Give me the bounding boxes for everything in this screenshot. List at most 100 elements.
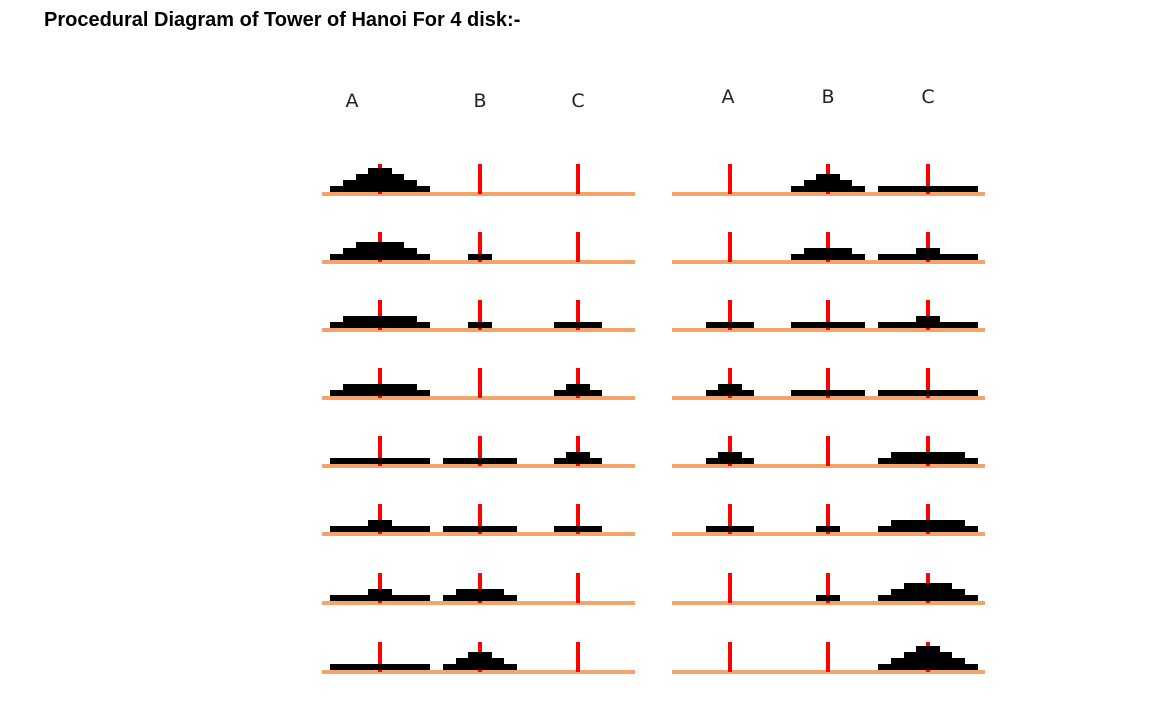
peg-tip-b bbox=[478, 300, 482, 322]
disk-3 bbox=[343, 384, 417, 390]
peg-tip-a bbox=[728, 504, 732, 526]
peg-tip-c bbox=[926, 300, 930, 316]
peg-a bbox=[728, 232, 732, 262]
peg-tip-b bbox=[826, 164, 830, 174]
peg-tip-a bbox=[728, 436, 732, 452]
disk-3 bbox=[343, 180, 417, 186]
disk-1 bbox=[368, 589, 392, 595]
disk-2 bbox=[804, 248, 852, 254]
peg-tip-c bbox=[576, 436, 580, 452]
peg-tip-b bbox=[478, 436, 482, 458]
state-step-13 bbox=[672, 436, 985, 468]
disk-4 bbox=[878, 526, 978, 532]
disk-4 bbox=[878, 458, 978, 464]
sequence-column-1: A B C bbox=[322, 90, 635, 674]
peg-tip-b bbox=[478, 573, 482, 589]
disk-1 bbox=[718, 384, 742, 390]
state-step-11 bbox=[672, 300, 985, 332]
disk-1 bbox=[368, 168, 392, 174]
peg-tip-b bbox=[826, 300, 830, 322]
disk-1 bbox=[816, 174, 840, 180]
disk-2 bbox=[356, 242, 404, 248]
peg-a bbox=[728, 164, 732, 194]
peg-c bbox=[576, 573, 580, 603]
peg-c bbox=[576, 642, 580, 672]
disk-1 bbox=[816, 595, 840, 601]
disk-4 bbox=[878, 390, 978, 396]
peg-tip-c bbox=[926, 573, 930, 583]
disk-2 bbox=[554, 526, 602, 532]
state-step-8 bbox=[322, 642, 635, 674]
page-title: Procedural Diagram of Tower of Hanoi For… bbox=[44, 9, 521, 31]
peg-tip-a bbox=[378, 368, 382, 384]
peg-label-c: C bbox=[571, 90, 584, 112]
disk-3 bbox=[791, 254, 865, 260]
peg-a bbox=[728, 573, 732, 603]
disk-2 bbox=[554, 390, 602, 396]
disk-1 bbox=[916, 646, 940, 652]
disk-3 bbox=[443, 595, 517, 601]
peg-tip-a bbox=[378, 232, 382, 242]
state-step-2 bbox=[322, 232, 635, 264]
peg-tip-a bbox=[378, 642, 382, 664]
disk-3 bbox=[891, 658, 965, 664]
peg-tip-b bbox=[826, 232, 830, 248]
peg-tip-c bbox=[576, 300, 580, 322]
peg-tip-a bbox=[378, 300, 382, 316]
disk-1 bbox=[566, 452, 590, 458]
disk-4 bbox=[330, 526, 430, 532]
peg-tip-b bbox=[478, 232, 482, 254]
peg-b bbox=[478, 368, 482, 398]
disk-4 bbox=[330, 595, 430, 601]
peg-tip-c bbox=[926, 368, 930, 390]
disk-2 bbox=[904, 652, 952, 658]
disk-3 bbox=[343, 316, 417, 322]
peg-tip-c bbox=[576, 504, 580, 526]
state-step-12 bbox=[672, 368, 985, 400]
disk-2 bbox=[804, 180, 852, 186]
disk-3 bbox=[443, 526, 517, 532]
disk-2 bbox=[706, 458, 754, 464]
disk-2 bbox=[706, 526, 754, 532]
peg-tip-b bbox=[478, 504, 482, 526]
sequence-column-2: A B C bbox=[672, 86, 985, 674]
disk-4 bbox=[878, 322, 978, 328]
disk-1 bbox=[468, 322, 492, 328]
peg-a bbox=[728, 642, 732, 672]
peg-b bbox=[826, 436, 830, 466]
peg-tip-c bbox=[926, 504, 930, 520]
state-step-16 bbox=[672, 642, 985, 674]
disk-3 bbox=[891, 589, 965, 595]
disk-3 bbox=[791, 390, 865, 396]
peg-label-b: B bbox=[473, 90, 486, 112]
peg-tip-b bbox=[826, 573, 830, 595]
disk-1 bbox=[368, 520, 392, 526]
disk-3 bbox=[791, 322, 865, 328]
peg-tip-c bbox=[926, 232, 930, 248]
disk-4 bbox=[878, 186, 978, 192]
disk-1 bbox=[566, 384, 590, 390]
disk-3 bbox=[343, 248, 417, 254]
disk-1 bbox=[916, 248, 940, 254]
peg-tip-a bbox=[378, 164, 382, 168]
disk-4 bbox=[878, 664, 978, 670]
peg-b bbox=[826, 642, 830, 672]
peg-tip-a bbox=[378, 504, 382, 520]
peg-tip-c bbox=[926, 436, 930, 452]
disk-1 bbox=[468, 652, 492, 658]
disk-4 bbox=[330, 254, 430, 260]
disk-3 bbox=[443, 458, 517, 464]
peg-tip-a bbox=[378, 573, 382, 589]
peg-c bbox=[576, 232, 580, 262]
state-step-14 bbox=[672, 504, 985, 536]
state-step-5 bbox=[322, 436, 635, 468]
peg-label-c: C bbox=[921, 86, 934, 108]
disk-3 bbox=[891, 452, 965, 458]
disk-1 bbox=[816, 526, 840, 532]
peg-tip-a bbox=[378, 436, 382, 458]
disk-1 bbox=[916, 316, 940, 322]
disk-1 bbox=[468, 254, 492, 260]
state-step-4 bbox=[322, 368, 635, 400]
state-step-1 bbox=[322, 164, 635, 196]
